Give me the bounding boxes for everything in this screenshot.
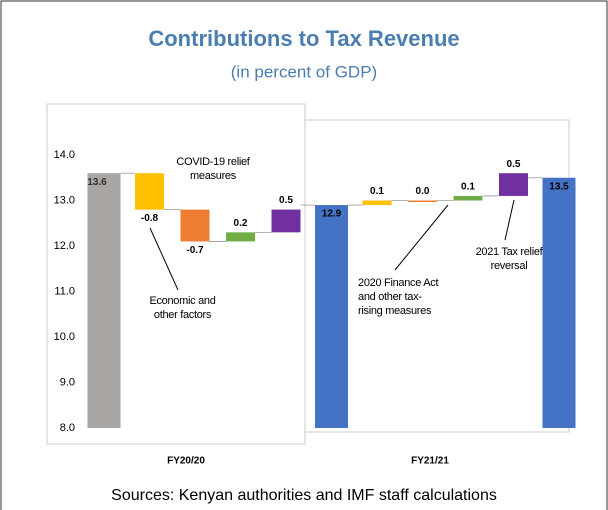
- bar: [362, 200, 392, 206]
- value-label: 12.9: [322, 209, 342, 220]
- y-tick-label: 11.0: [54, 285, 75, 297]
- value-label: 13.5: [549, 181, 569, 192]
- source: Sources: Kenyan authorities and IMF staf…: [111, 487, 497, 504]
- y-tick-label: 12.0: [54, 240, 75, 252]
- annotation: 2021 Tax relief reversal: [475, 246, 543, 272]
- y-tick-label: 9.0: [60, 376, 75, 388]
- bar: [87, 173, 121, 428]
- bar: [542, 177, 576, 428]
- value-label: 0.0: [416, 186, 430, 197]
- panel-right: [304, 119, 570, 433]
- value-label: 13.6: [87, 177, 107, 188]
- bar: [226, 232, 255, 242]
- y-tick-label: 10.0: [54, 331, 75, 343]
- y-tick-label: 8.0: [60, 422, 75, 434]
- value-label: -0.8: [141, 213, 159, 224]
- group-label: FY20/20: [167, 456, 205, 467]
- value-label: 0.5: [279, 195, 293, 206]
- annotation: Economic and other factors: [149, 295, 216, 321]
- chart-subtitle: (in percent of GDP): [231, 62, 377, 81]
- value-label: -0.7: [186, 245, 204, 256]
- bar: [180, 209, 210, 242]
- chart-title: Contributions to Tax Revenue: [148, 26, 459, 51]
- value-label: 0.5: [507, 159, 521, 170]
- bar: [315, 205, 348, 428]
- annotation: COVID-19 relief measures: [176, 156, 250, 182]
- group-label: FY21/21: [411, 456, 449, 467]
- leader-line: [504, 199, 515, 241]
- bar: [408, 200, 437, 202]
- leader-line: [149, 227, 179, 291]
- bar: [135, 173, 164, 210]
- bar: [499, 173, 528, 196]
- value-label: 0.1: [370, 186, 384, 197]
- y-tick-label: 13.0: [54, 194, 75, 206]
- leader-line: [394, 204, 449, 271]
- value-label: 0.1: [461, 182, 475, 193]
- bar: [453, 195, 483, 201]
- bar: [271, 209, 301, 233]
- value-label: 0.2: [234, 218, 248, 229]
- annotation: 2020 Finance Act and other tax-rising me…: [358, 277, 439, 317]
- y-tick-label: 14.0: [54, 149, 75, 161]
